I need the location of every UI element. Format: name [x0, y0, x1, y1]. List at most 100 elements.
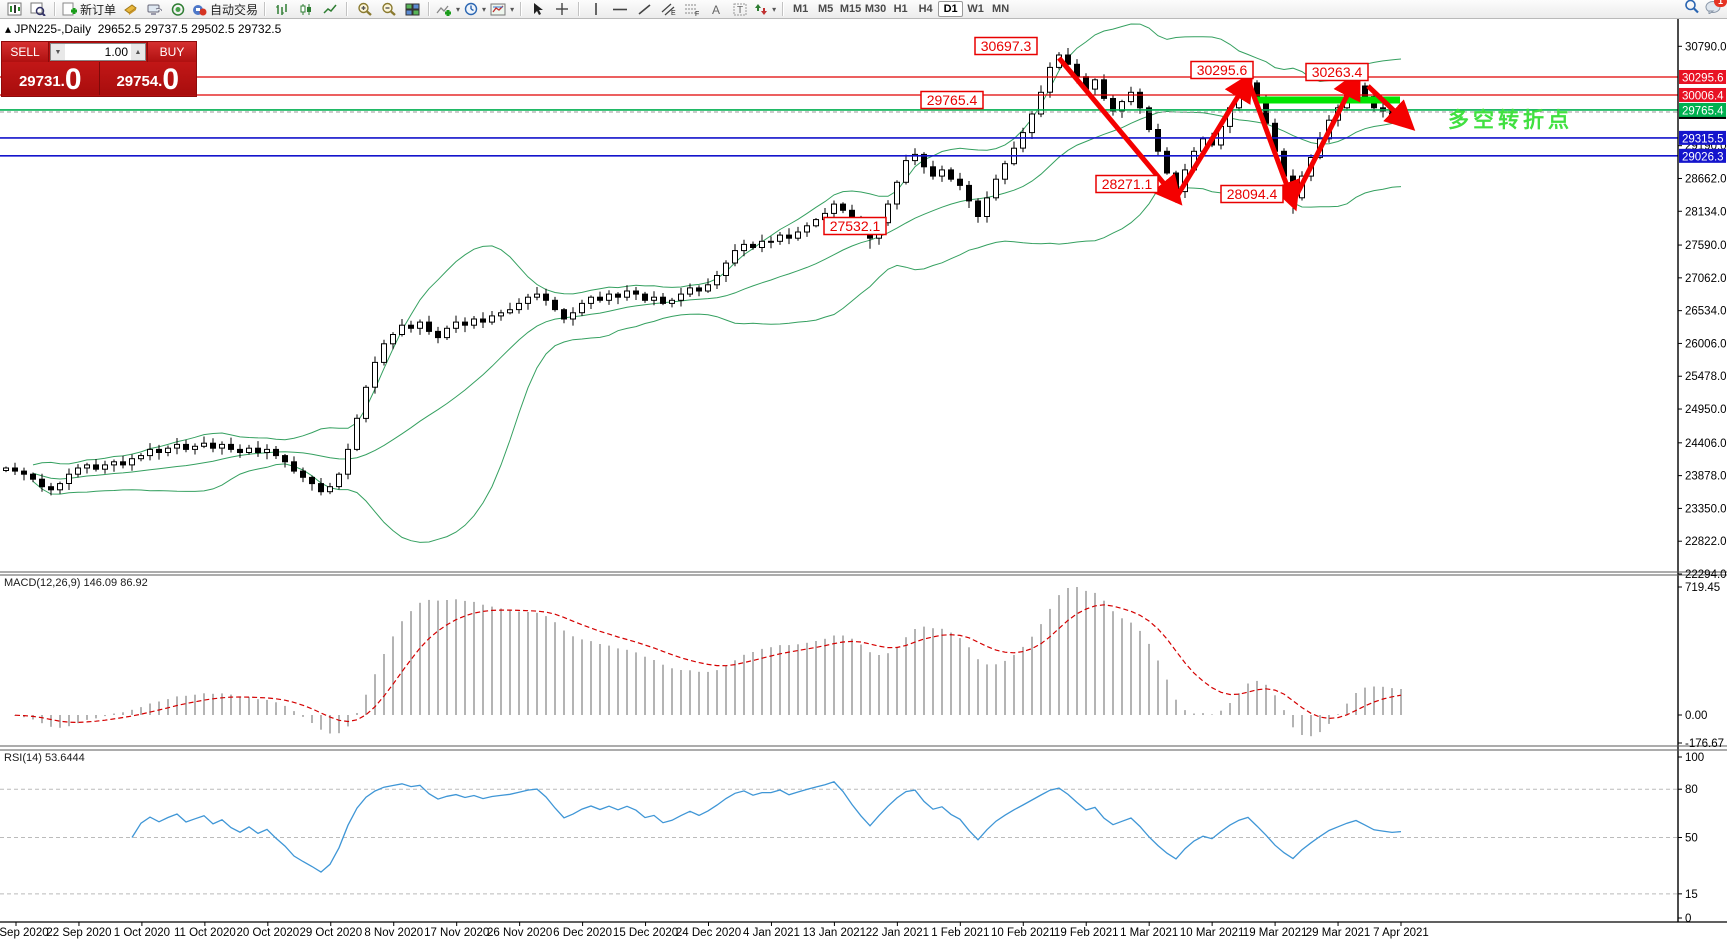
fibonacci-tool-icon[interactable]: F	[680, 1, 704, 18]
rsi-axis-label: 0	[1685, 913, 1691, 925]
trend-zigzag-arrow[interactable]	[1245, 79, 1301, 212]
tab-m15[interactable]: M15	[839, 3, 862, 15]
text-label-tool-icon[interactable]: T	[728, 1, 752, 18]
price-callout-box[interactable]	[823, 216, 887, 236]
profiles-icon[interactable]	[26, 1, 50, 18]
date-tick-label: 10 Feb 2021	[991, 927, 1056, 939]
sell-price-display[interactable]: 29731. 0	[2, 62, 100, 95]
templates-icon[interactable]: ▾	[488, 1, 516, 18]
price-callout-box[interactable]	[1095, 174, 1159, 194]
periods-icon[interactable]: ▾	[462, 1, 488, 18]
price-callout-box[interactable]	[1190, 60, 1254, 80]
tab-h1[interactable]: H1	[893, 3, 908, 15]
tile-windows-icon[interactable]	[400, 1, 424, 18]
volume-decrease-button[interactable]: ▼	[51, 44, 65, 60]
new-order-button[interactable]: 新订单	[60, 1, 118, 18]
symbol-ohlc: 29652.5 29737.5 29502.5 29732.5	[97, 22, 282, 36]
volume-stepper[interactable]: ▼ 1.00 ▲	[50, 43, 146, 61]
date-tick-label: 29 Mar 2021	[1306, 927, 1371, 939]
candle-body	[1146, 107, 1152, 131]
candle-body	[75, 467, 81, 475]
terminal-icon[interactable]	[142, 1, 166, 18]
price-callout-box[interactable]	[1305, 62, 1369, 82]
indicators-icon[interactable]: ▾	[434, 1, 462, 18]
tab-m1[interactable]: M1	[792, 3, 809, 15]
date-tick-label: 6 Dec 2020	[553, 927, 612, 939]
chart-window-icon[interactable]	[2, 1, 26, 18]
rsi-axis-label: 100	[1685, 752, 1704, 764]
candle-body	[597, 296, 603, 301]
autotrading-button[interactable]: 自动交易	[190, 1, 260, 18]
candle-body	[579, 302, 585, 314]
price-tick-label: 24950.0	[1685, 404, 1727, 416]
date-tick-label: 26 Nov 2020	[487, 927, 552, 939]
candle-body	[444, 327, 450, 339]
text-tool-icon[interactable]: A	[704, 1, 728, 18]
candle-body	[489, 315, 495, 323]
price-callout-box[interactable]	[1220, 184, 1284, 204]
end-direction-arrow[interactable]	[1366, 84, 1416, 131]
vertical-line-tool-icon[interactable]	[584, 1, 608, 18]
trend-zigzag-arrow[interactable]	[1173, 71, 1254, 200]
price-tick-label: 28662.0	[1685, 173, 1727, 185]
candle-body	[921, 153, 927, 168]
zoom-out-icon[interactable]	[376, 1, 400, 18]
trendline-tool-icon[interactable]	[632, 1, 656, 18]
bar-chart-icon[interactable]	[270, 1, 294, 18]
date-tick-label: 4 Jan 2021	[743, 927, 800, 939]
macd-value-main: 146.09	[83, 577, 118, 589]
history-icon[interactable]	[118, 1, 142, 18]
search-icon[interactable]	[1684, 0, 1699, 19]
trend-zigzag-arrow[interactable]	[1290, 69, 1361, 204]
price-callout-box[interactable]	[920, 90, 984, 110]
tab-mn[interactable]: MN	[992, 3, 1010, 15]
candle-body	[30, 473, 36, 480]
line-chart-icon[interactable]	[318, 1, 342, 18]
tab-m5[interactable]: M5	[817, 3, 834, 15]
channel-tool-icon[interactable]: E	[656, 1, 680, 18]
price-badge-text: 29026.3	[1682, 151, 1724, 163]
tab-m30[interactable]: M30	[864, 3, 887, 15]
buy-price-display[interactable]: 29754. 0	[99, 62, 196, 95]
candle-body	[192, 445, 198, 450]
arrows-tool-icon[interactable]: ▾	[752, 1, 778, 18]
svg-text:F: F	[695, 11, 699, 16]
candle-body	[1029, 113, 1035, 134]
alerts-icon[interactable]	[166, 1, 190, 18]
toolbar-separator	[520, 2, 523, 16]
candle-body	[372, 361, 378, 388]
tab-d1[interactable]: D1	[938, 1, 964, 17]
trend-zigzag-arrow[interactable]	[1057, 56, 1183, 206]
buy-button[interactable]: BUY	[147, 42, 196, 62]
cursor-icon[interactable]	[526, 1, 550, 18]
rsi-indicator	[0, 781, 1678, 895]
candle-body	[624, 290, 630, 298]
price-callout-box[interactable]	[974, 36, 1038, 56]
volume-increase-button[interactable]: ▲	[131, 44, 145, 60]
candle-body	[1119, 101, 1125, 112]
tab-h4[interactable]: H4	[918, 3, 933, 15]
candle-body	[1092, 79, 1098, 90]
candle-body	[759, 240, 765, 249]
candle-body	[498, 312, 504, 317]
candle-body	[795, 231, 801, 239]
zoom-in-icon[interactable]	[352, 1, 376, 18]
candle-body	[345, 448, 351, 475]
macd-label: MACD(12,26,9)	[4, 577, 81, 589]
crosshair-icon[interactable]	[550, 1, 574, 18]
horizontal-line-tool-icon[interactable]	[608, 1, 632, 18]
tab-w1[interactable]: W1	[967, 3, 984, 15]
candle-body	[138, 455, 144, 460]
macd-indicator	[14, 587, 1402, 737]
price-badge-text: 29765.4	[1682, 105, 1724, 117]
candle-body	[1353, 85, 1359, 96]
price-badge	[1679, 70, 1726, 85]
candle-body	[84, 464, 90, 469]
candlestick-chart-icon[interactable]	[294, 1, 318, 18]
candle-body	[525, 296, 531, 304]
sell-button[interactable]: SELL	[2, 42, 49, 62]
candle-body	[3, 467, 9, 471]
notifications-icon[interactable]: 1	[1705, 0, 1727, 19]
candle-body	[120, 461, 126, 466]
